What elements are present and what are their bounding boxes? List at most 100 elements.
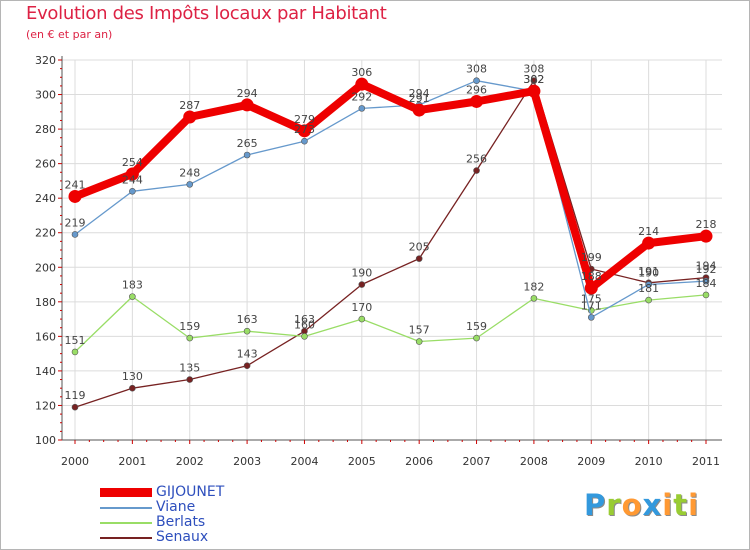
data-point [358,315,366,323]
legend-swatch-gijounet [100,488,152,497]
legend-swatch-berlats [100,521,152,524]
data-label: 296 [466,83,487,96]
x-tick-label: 2002 [176,455,204,468]
data-point [71,348,79,356]
data-point [412,103,426,117]
data-label: 160 [294,318,315,331]
x-tick-label: 2010 [635,455,663,468]
data-label: 287 [179,99,200,112]
data-label: 302 [523,73,544,86]
y-tick-label: 240 [35,192,56,205]
data-label: 199 [581,251,602,264]
data-point [645,296,652,304]
data-label: 190 [351,267,372,280]
data-point [71,403,79,411]
data-label: 191 [638,265,659,278]
data-point [186,181,194,188]
y-tick-label: 220 [35,227,56,240]
logo-letter: P [584,488,607,522]
data-point [301,137,308,145]
data-label: 292 [351,90,372,103]
data-label: 291 [409,92,430,105]
data-label: 205 [409,241,430,254]
data-point [470,94,484,108]
data-point [355,77,369,91]
data-point [358,281,366,288]
data-label: 171 [581,299,602,312]
data-point [301,333,308,340]
data-point [415,338,423,345]
data-point [71,231,79,238]
data-label: 248 [179,166,200,179]
data-label: 219 [65,216,86,229]
data-label: 188 [581,270,602,283]
chart-title: Evolution des Impôts locaux par Habitant [26,3,387,24]
x-tick-label: 2009 [577,455,605,468]
data-point [125,167,139,181]
data-label: 241 [65,178,86,191]
data-point [358,105,366,112]
data-label: 119 [65,389,86,402]
logo-letter: i [662,488,674,522]
data-point [68,189,82,203]
data-point [243,362,251,370]
legend-item-senaux: Senaux [100,530,224,545]
data-label: 157 [409,324,430,337]
data-point [645,281,652,288]
data-label: 302 [523,73,544,86]
legend-label-senaux: Senaux [156,529,209,545]
proxiti-logo: Proxiti [584,488,699,522]
data-point [240,98,254,112]
data-point [129,293,136,300]
logo-letter: t [673,488,689,522]
y-tick-label: 320 [35,54,56,67]
data-label: 192 [696,263,717,276]
y-tick-label: 100 [35,434,56,447]
chart-subtitle: (en € et par an) [26,28,113,41]
data-label: 135 [179,362,200,375]
logo-letter: i [688,488,700,522]
data-label: 294 [409,87,430,100]
data-point [473,77,480,85]
y-tick-label: 180 [35,296,56,309]
data-label: 163 [294,313,315,326]
data-label: 256 [466,153,487,166]
legend-label-berlats: Berlats [156,514,206,530]
legend-label-gijounet: GIJOUNET [156,484,225,500]
data-point [129,187,136,195]
legend: GIJOUNET Viane Berlats Senaux [100,485,224,545]
data-label: 159 [466,320,487,333]
data-label: 308 [466,63,487,76]
x-tick-label: 2004 [290,455,318,468]
data-point [699,229,713,243]
data-label: 182 [523,280,544,293]
legend-item-viane: Viane [100,500,224,515]
data-label: 265 [237,137,258,150]
data-label: 214 [638,225,659,238]
data-point [587,314,595,321]
x-tick-label: 2007 [463,455,491,468]
y-tick-label: 140 [35,365,56,378]
data-label: 254 [122,156,143,169]
data-point [243,151,251,159]
x-tick-label: 2005 [348,455,376,468]
data-label: 143 [237,348,258,361]
data-point [473,167,480,174]
data-point [186,334,194,342]
series-line-berlats [74,294,707,353]
data-point [702,277,710,285]
data-label: 170 [351,301,372,314]
data-point [415,255,423,262]
y-tick-label: 200 [35,261,56,274]
data-label: 306 [351,66,372,79]
y-tick-label: 120 [35,399,56,412]
data-point [702,291,710,299]
series-line-senaux [74,80,707,408]
data-point [473,334,480,342]
data-label: 279 [294,113,315,126]
data-label: 130 [122,370,143,383]
data-point [183,110,197,124]
data-point [530,295,538,302]
data-label: 151 [65,334,86,347]
